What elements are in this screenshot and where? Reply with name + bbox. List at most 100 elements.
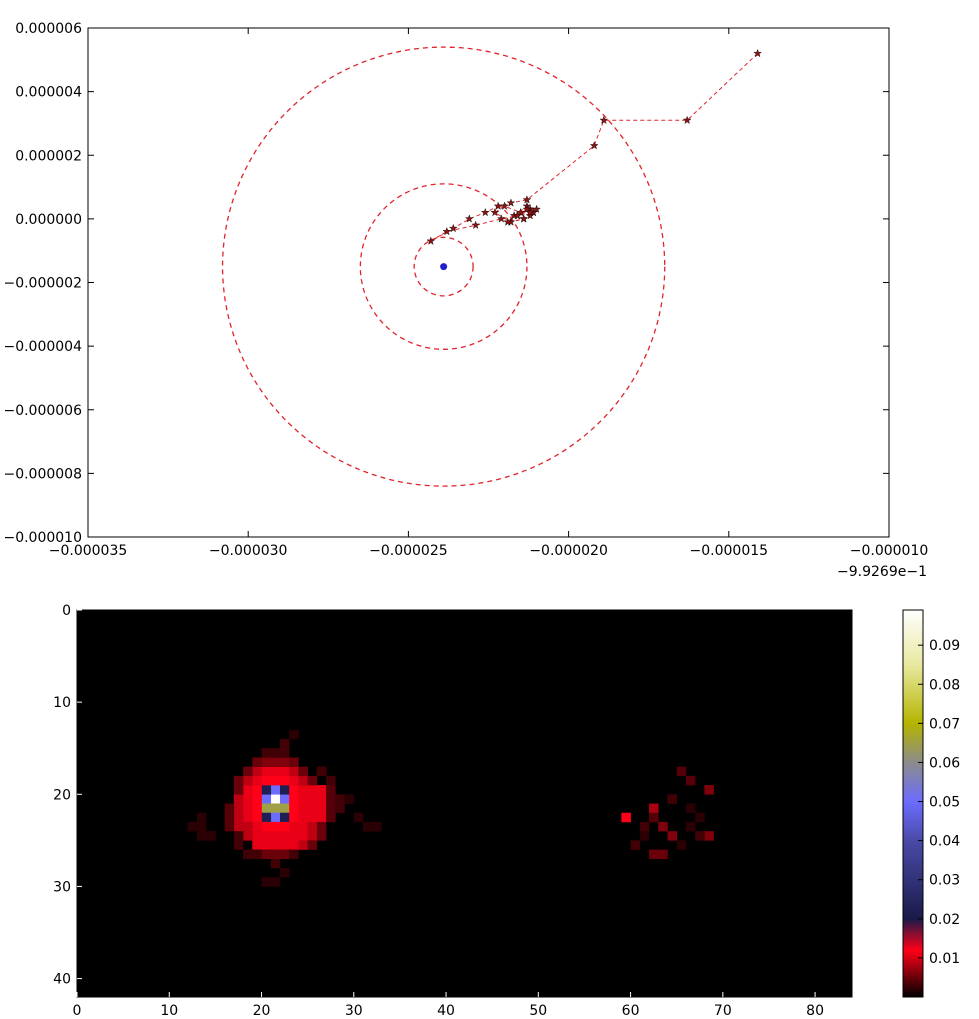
heatmap-cell [206,831,216,841]
heatmap-cell [316,812,327,823]
heatmap-cell [252,831,262,841]
y-tick-label: −0.000004 [3,339,82,355]
colorbar: 0.01 0.02 0.03 0.04 0.05 0.06 0.07 0.08 0.09 [902,609,960,998]
heatmap-cell [326,803,336,814]
track-point [522,204,532,214]
track-point [500,201,509,210]
heatmap-cell [289,803,299,814]
heatmap-cell [243,785,253,795]
track-point [599,115,609,124]
colorbar-tick-label: 0.06 [929,755,960,771]
heatmap-cell [326,775,336,786]
y-tick-label: 0.000004 [15,85,82,101]
heatmap-cell [279,803,290,814]
heatmap-cell [243,812,253,823]
heatmap-cell [307,785,318,795]
track-point [753,48,762,58]
heatmap-cell [685,775,696,786]
heatmap-cell [289,812,299,823]
y-tick-label: 0.000000 [15,212,82,228]
heatmap-cell [289,785,299,795]
heatmap-cell [261,831,272,841]
heatmap-cell [279,785,290,795]
scatter-x-axis: −0.000035 −0.000030 −0.000025 −0.000020 −0.0… [49,28,928,559]
center-point [440,263,448,271]
heatmap-cell [252,849,262,860]
colorbar-gradient [902,609,924,998]
heatmap-cell [630,840,641,850]
heatmap-cell [335,803,345,814]
heatmap-cell [298,831,308,841]
heatmap-cell [307,831,318,841]
heatmap-cell [704,831,714,841]
heatmap-x-tick-label: 0 [73,1003,82,1019]
heatmap-cell [289,840,299,850]
heatmap-cell [261,803,272,814]
heatmap-cell [261,766,272,777]
range-circle-1 [413,236,474,297]
heatmap-cell [252,766,262,777]
track-series [426,48,762,245]
heatmap-cell [344,794,355,804]
heatmap-cell [270,775,281,786]
heatmap-cell [335,794,345,804]
y-tick-label: 0.000006 [15,21,82,37]
heatmap-cell [243,821,253,832]
heatmap-cell [243,831,253,841]
heatmap-cell [289,775,299,786]
heatmap-cell [252,775,262,786]
heatmap-cell [279,840,290,850]
heatmap-cell [252,821,262,832]
track-point [589,141,599,150]
track-point [426,236,436,245]
heatmap-cell [289,849,299,860]
heatmap-cell [243,803,253,814]
scatter-plot-frame [87,27,890,538]
heatmap-cell [224,821,235,832]
heatmap-cell [261,877,272,887]
heatmap-cell [270,812,281,823]
heatmap-cell [196,812,207,823]
heatmap-cell [639,821,650,832]
heatmap-cell [639,831,650,841]
heatmap-cell [695,812,705,823]
heatmap-cell [270,757,281,767]
heatmap-cell [233,775,244,786]
track-point [493,201,503,210]
heatmap-cell [658,821,668,832]
track-point [522,195,532,204]
heatmap-cell [695,831,705,841]
scatter-y-axis: 0.000006 0.000004 0.000002 0.000000 −0.00000… [3,21,889,546]
heatmap-cell [316,821,327,832]
heatmap-cell [252,785,262,795]
track-point [464,214,474,223]
heatmap-y-tick-label: 0 [62,603,71,619]
heatmap-cell [326,794,336,804]
heatmap-y-tick-label: 30 [53,879,71,895]
heatmap-cell [261,840,272,850]
x-tick-label: −0.000030 [209,543,288,559]
heatmap-cell [298,794,308,804]
colorbar-tick-label: 0.08 [929,677,960,693]
heatmap-cell [196,831,207,841]
heatmap-cell [289,729,299,740]
heatmap-cell [270,766,281,777]
center-point-group [440,263,448,271]
heatmap-cell [353,812,364,823]
x-tick-label: −0.000020 [529,543,608,559]
heatmap-cell [326,812,336,823]
heatmap-cells [187,729,714,887]
heatmap-frame [76,609,853,998]
heatmap-cell [233,794,244,804]
heatmap-y-tick-label: 10 [53,695,71,711]
heatmap-background [77,610,852,997]
heatmap-cell [270,840,281,850]
heatmap-cell [224,812,235,823]
heatmap-cell [196,821,207,832]
heatmap-chart: 0 10 20 30 40 50 60 70 80 0 10 20 30 40 [53,603,853,1019]
heatmap-x-tick-label: 30 [345,1003,363,1019]
track-point [448,223,458,233]
heatmap-cell [685,821,696,832]
heatmap-cell [307,775,318,786]
y-tick-label: 0.000002 [15,148,82,164]
